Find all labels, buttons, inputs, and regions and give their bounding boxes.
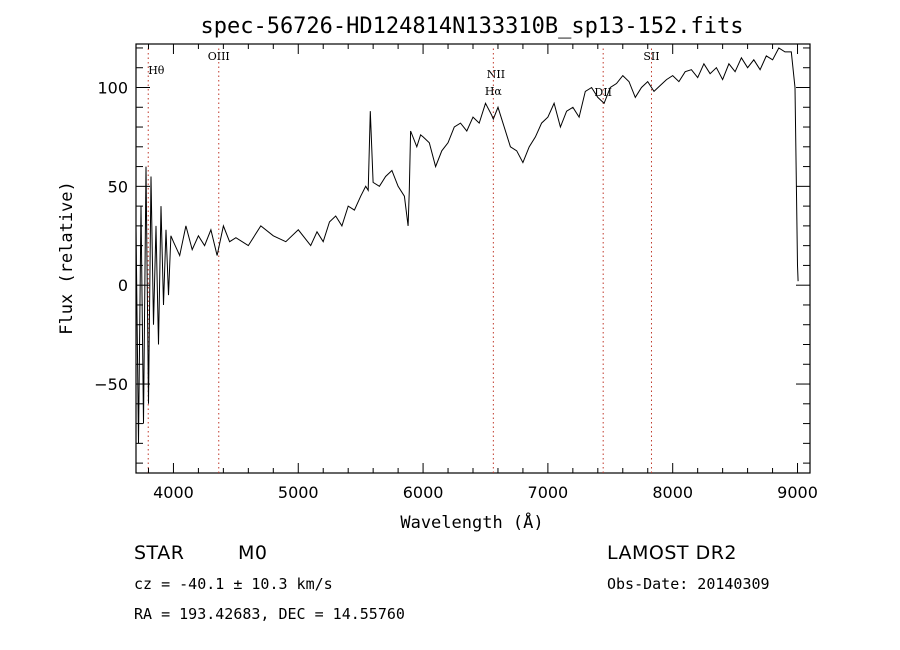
- y-axis-label: Flux (relative): [57, 181, 77, 335]
- spectrum-series-line: [135, 47, 799, 444]
- y-tick-label: 50: [108, 177, 128, 196]
- chart-title: spec-56726-HD124814N133310B_sp13-152.fit…: [200, 14, 743, 39]
- line-label-oiii: OIII: [208, 50, 230, 63]
- object-class: STAR: [134, 542, 185, 564]
- x-tick-label: 9000: [777, 483, 818, 502]
- x-tick-label: 4000: [153, 483, 194, 502]
- coordinates-text: RA = 193.42683, DEC = 14.55760: [134, 605, 405, 623]
- redshift-text: cz = -40.1 ± 10.3 km/s: [134, 575, 333, 593]
- survey-name: LAMOST DR2: [607, 542, 737, 564]
- y-tick-label: −50: [94, 375, 128, 394]
- x-tick-label: 6000: [403, 483, 444, 502]
- object-subclass: M0: [238, 542, 268, 564]
- y-tick-label: 100: [97, 78, 128, 97]
- x-tick-label: 8000: [652, 483, 693, 502]
- x-tick-label: 7000: [528, 483, 569, 502]
- line-label-nii: NII: [487, 68, 505, 81]
- axis-ticks: 4000 5000 6000 7000 8000 9000 −50 0 50 100: [94, 44, 818, 502]
- plot-frame: [135, 43, 811, 474]
- line-label-hα: Hα: [485, 85, 503, 98]
- x-tick-label: 5000: [278, 483, 319, 502]
- y-tick-label: 0: [118, 276, 128, 295]
- x-axis-label: Wavelength (Å): [400, 511, 543, 533]
- line-label-hθ: Hθ: [148, 64, 165, 77]
- obs-date-text: Obs-Date: 20140309: [607, 575, 770, 593]
- line-label-sii: SII: [643, 50, 659, 63]
